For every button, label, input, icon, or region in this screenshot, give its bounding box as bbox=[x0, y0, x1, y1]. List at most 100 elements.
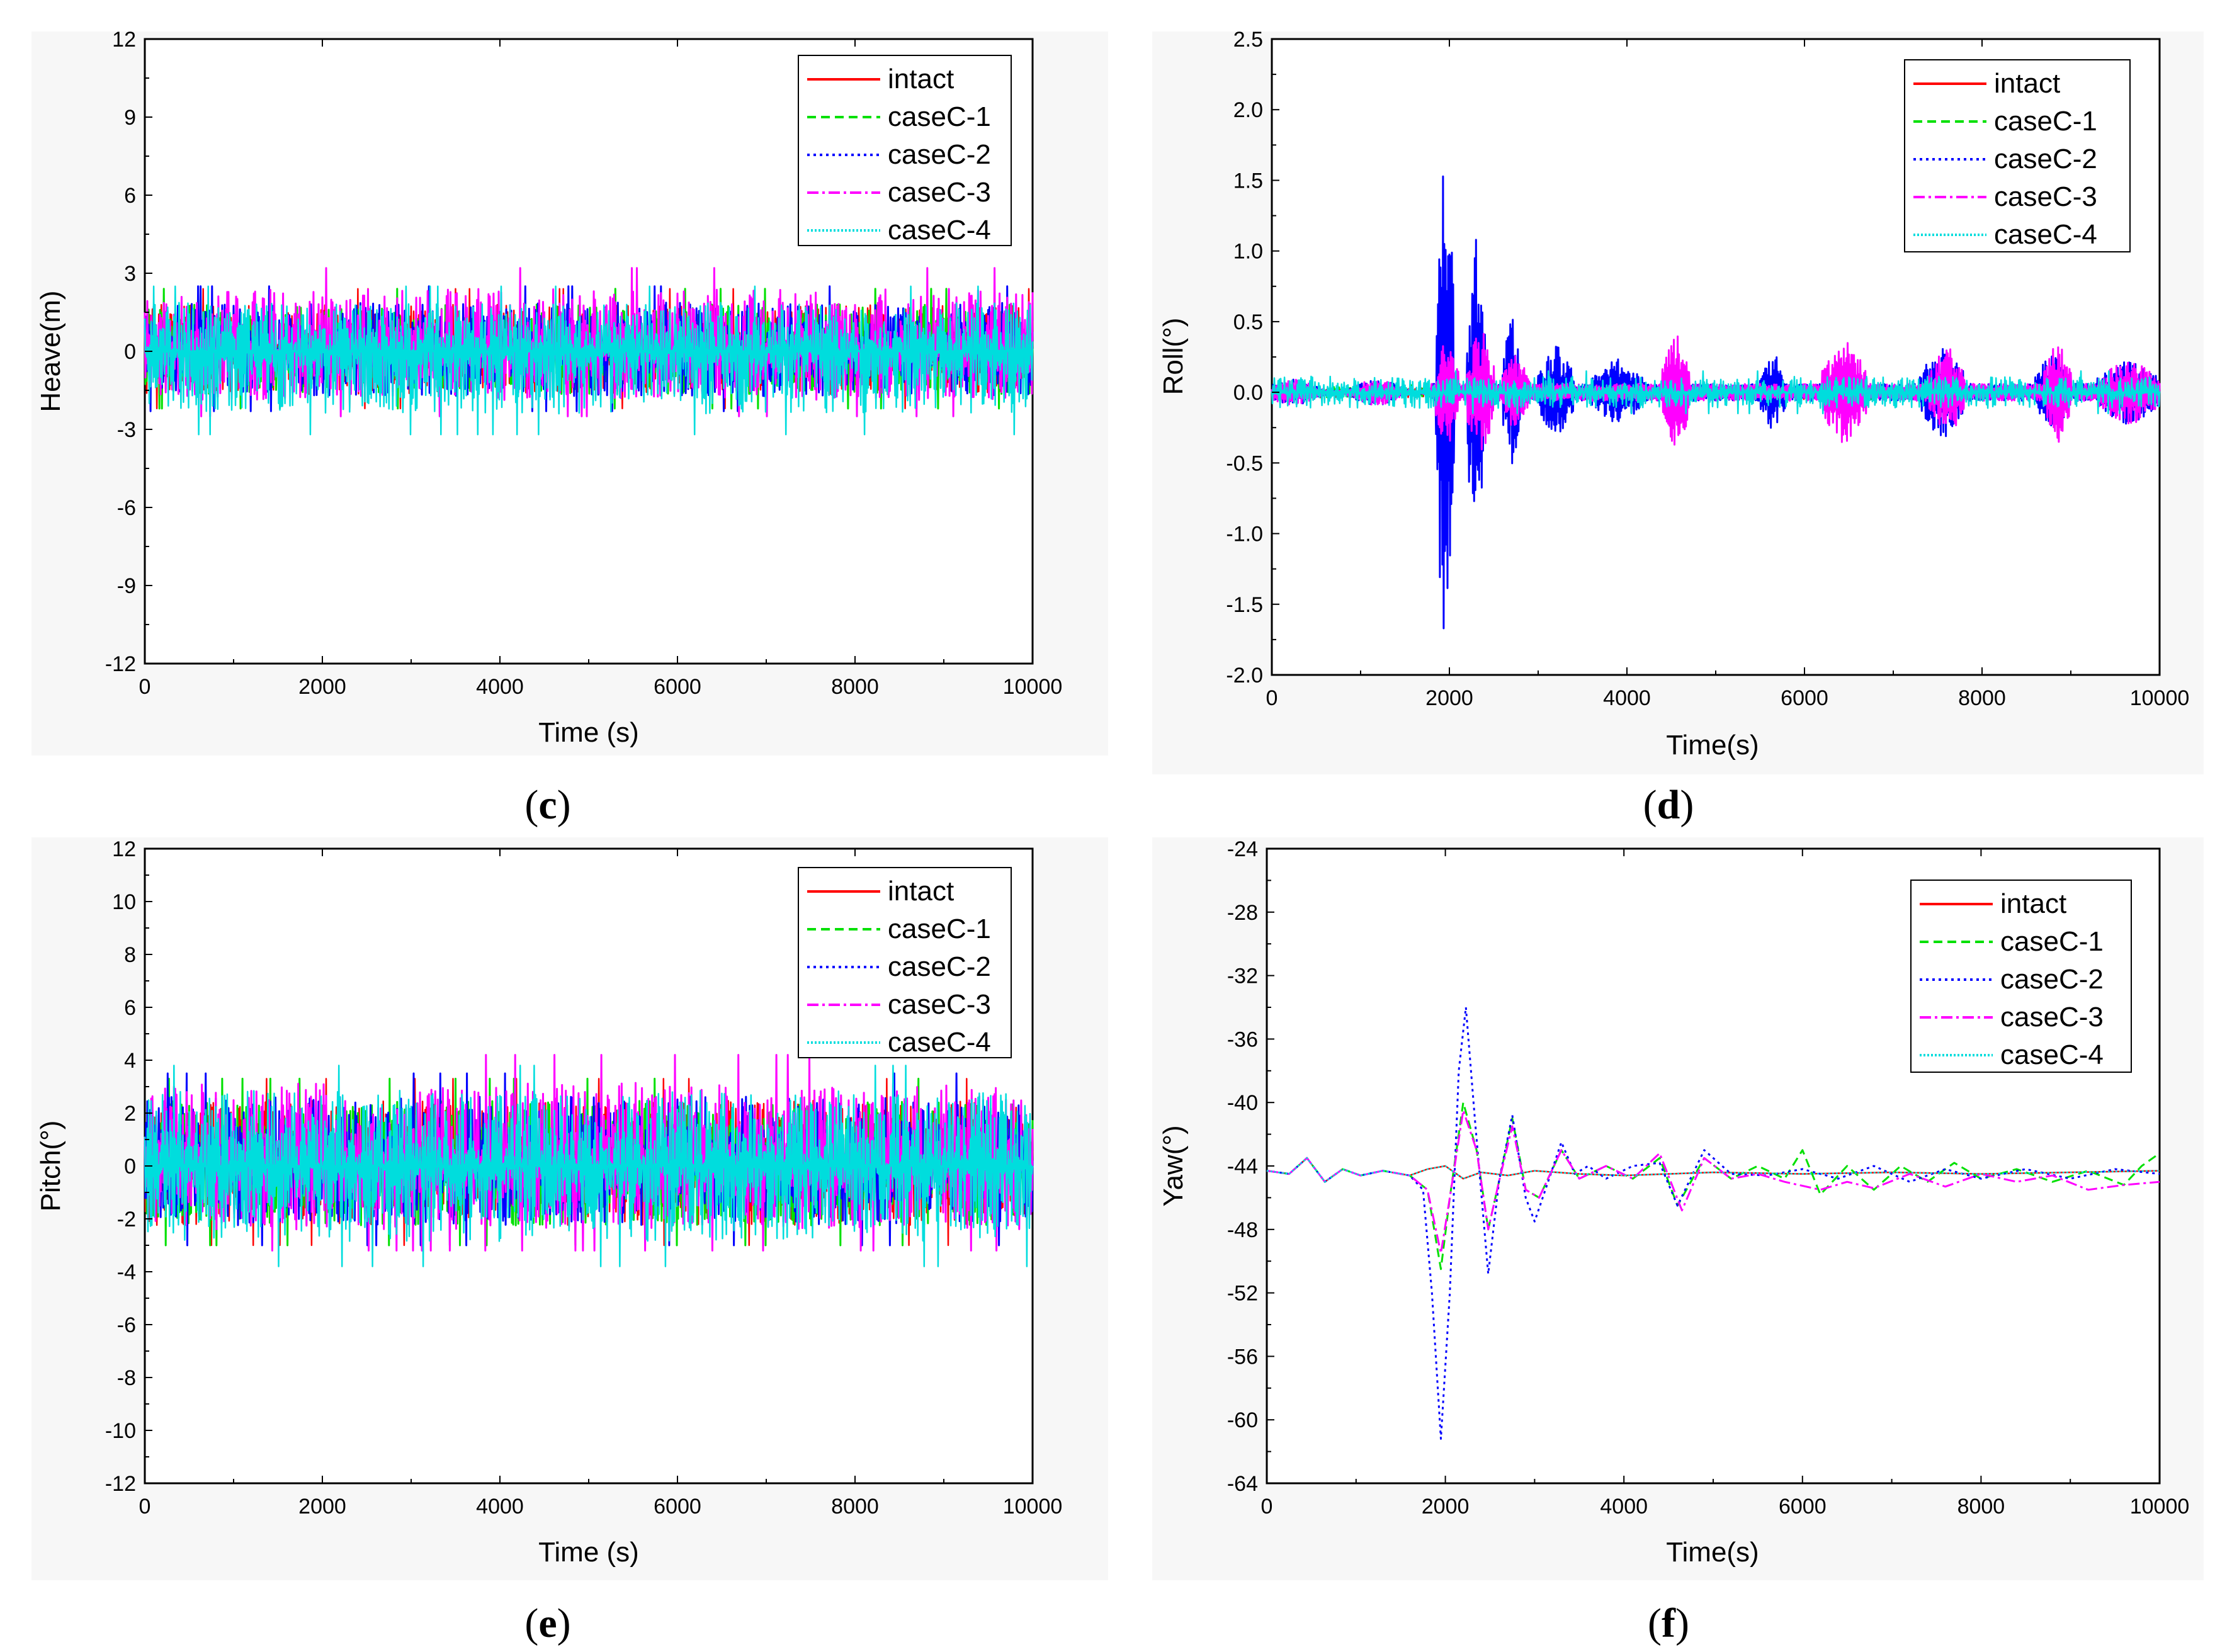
chart-roll: 0 2000 4000 6000 8000 10000 -2.0 -1.5 -1.0 -0.5 0.… bbox=[1152, 28, 2204, 828]
x-tick-label: 6000 bbox=[1779, 1495, 1827, 1519]
panel-letter: d bbox=[1657, 782, 1680, 828]
x-tick-label: 10000 bbox=[1003, 1495, 1063, 1519]
x-tick-label: 8000 bbox=[1958, 686, 2006, 710]
y-axis-label: Roll(°) bbox=[1158, 318, 1189, 395]
y-tick-label: -2.0 bbox=[1226, 664, 1263, 687]
chart-pitch: 0 2000 4000 6000 8000 10000 -12 -10 -8 -6 -4 -2 0 2 4 6… bbox=[31, 837, 1108, 1646]
y-tick-label: -40 bbox=[1227, 1091, 1258, 1115]
panel-label: (d) bbox=[1643, 782, 1694, 828]
chart-yaw: 0 2000 4000 6000 8000 10000 -64 -60 -56 -52 -48 -44… bbox=[1152, 837, 2204, 1646]
y-tick-label: -64 bbox=[1227, 1472, 1258, 1496]
legend-label: caseC-4 bbox=[2000, 1039, 2104, 1070]
y-tick-label: 0 bbox=[124, 1155, 136, 1179]
panel-label: (f) bbox=[1648, 1600, 1689, 1646]
legend-label: intact bbox=[888, 876, 954, 907]
panel-letter: f bbox=[1662, 1600, 1676, 1646]
x-tick-label: 2000 bbox=[1425, 686, 1473, 710]
y-tick-label: 0.0 bbox=[1233, 381, 1263, 405]
y-tick-label: -48 bbox=[1227, 1218, 1258, 1242]
x-tick-label: 6000 bbox=[654, 675, 701, 699]
panel-label: (e) bbox=[524, 1600, 570, 1646]
y-tick-label: 6 bbox=[124, 996, 136, 1020]
y-tick-label: -4 bbox=[117, 1260, 136, 1284]
x-tick-label: 0 bbox=[1266, 686, 1278, 710]
y-tick-label: -0.5 bbox=[1226, 451, 1263, 475]
legend-label: caseC-4 bbox=[888, 215, 991, 246]
legend-label: intact bbox=[2000, 888, 2066, 919]
y-tick-label: 1.5 bbox=[1233, 169, 1263, 193]
x-tick-label: 8000 bbox=[831, 1495, 879, 1519]
legend-label: caseC-4 bbox=[1994, 219, 2097, 250]
legend-label: caseC-1 bbox=[888, 101, 991, 132]
x-tick-label: 10000 bbox=[1003, 675, 1063, 699]
x-tick-label: 0 bbox=[139, 675, 151, 699]
y-tick-label: 12 bbox=[112, 837, 136, 861]
legend-label: intact bbox=[1994, 68, 2060, 99]
y-tick-label: -28 bbox=[1227, 901, 1258, 925]
y-tick-label: -6 bbox=[117, 1313, 136, 1337]
legend-label: caseC-1 bbox=[888, 914, 991, 944]
x-tick-label: 4000 bbox=[476, 675, 524, 699]
panel-letter: c bbox=[538, 782, 557, 828]
y-tick-label: 2.0 bbox=[1233, 98, 1263, 122]
y-tick-label: -60 bbox=[1227, 1408, 1258, 1432]
x-axis-label: Time(s) bbox=[1666, 1537, 1759, 1568]
x-tick-label: 6000 bbox=[1781, 686, 1828, 710]
legend-label: caseC-4 bbox=[888, 1027, 991, 1058]
panel-label: (c) bbox=[524, 782, 570, 828]
y-tick-label: 9 bbox=[124, 106, 136, 130]
y-tick-label: -32 bbox=[1227, 965, 1258, 988]
y-tick-label: -1.0 bbox=[1226, 523, 1263, 546]
y-tick-label: -36 bbox=[1227, 1027, 1258, 1051]
panel-letter: e bbox=[538, 1600, 557, 1646]
legend-label: caseC-2 bbox=[2000, 964, 2104, 995]
y-tick-label: 6 bbox=[124, 184, 136, 208]
y-tick-label: -9 bbox=[117, 574, 136, 598]
x-tick-label: 10000 bbox=[2130, 686, 2190, 710]
y-axis-label: Heave(m) bbox=[35, 290, 66, 412]
legend-label: intact bbox=[888, 64, 954, 94]
legend-label: caseC-1 bbox=[2000, 926, 2104, 957]
y-tick-label: 1.0 bbox=[1233, 240, 1263, 264]
series-line-caseC-4 bbox=[144, 285, 1034, 436]
y-tick-label: -52 bbox=[1227, 1282, 1258, 1306]
x-tick-label: 0 bbox=[1261, 1495, 1273, 1519]
y-tick-label: -12 bbox=[105, 652, 136, 676]
x-tick-label: 10000 bbox=[2130, 1495, 2190, 1519]
y-axis-label: Pitch(°) bbox=[35, 1121, 66, 1212]
x-tick-label: 4000 bbox=[1603, 686, 1651, 710]
series-line-caseC-4 bbox=[144, 1065, 1034, 1267]
x-axis-label: Time (s) bbox=[538, 1537, 639, 1568]
x-tick-label: 6000 bbox=[654, 1495, 701, 1519]
y-tick-label: 2 bbox=[124, 1102, 136, 1126]
series-line-caseC-4 bbox=[1266, 1157, 2160, 1183]
y-tick-label: -6 bbox=[117, 496, 136, 520]
x-tick-label: 2000 bbox=[298, 1495, 346, 1519]
x-tick-label: 4000 bbox=[476, 1495, 524, 1519]
x-tick-label: 0 bbox=[139, 1495, 151, 1519]
series-line-caseC-4 bbox=[1271, 370, 2161, 415]
legend-label: caseC-1 bbox=[1994, 106, 2097, 137]
legend-label: caseC-3 bbox=[888, 989, 991, 1020]
x-tick-label: 8000 bbox=[1957, 1495, 2005, 1519]
legend-label: caseC-2 bbox=[1994, 144, 2097, 174]
y-tick-label: 2.5 bbox=[1233, 28, 1263, 52]
y-tick-label: -12 bbox=[105, 1472, 136, 1496]
legend-label: caseC-3 bbox=[2000, 1002, 2104, 1032]
y-tick-label: -3 bbox=[117, 418, 136, 442]
y-tick-label: 12 bbox=[112, 28, 136, 52]
y-axis-label: Yaw(°) bbox=[1158, 1125, 1189, 1206]
y-tick-label: 3 bbox=[124, 262, 136, 286]
legend-label: caseC-3 bbox=[1994, 181, 2097, 212]
y-tick-label: 0.5 bbox=[1233, 310, 1263, 334]
y-tick-label: -8 bbox=[117, 1366, 136, 1390]
y-tick-label: -44 bbox=[1227, 1155, 1258, 1179]
legend-label: caseC-3 bbox=[888, 177, 991, 208]
legend-label: caseC-2 bbox=[888, 951, 991, 982]
x-tick-label: 8000 bbox=[831, 675, 879, 699]
y-tick-label: -10 bbox=[105, 1419, 136, 1443]
legend-label: caseC-2 bbox=[888, 139, 991, 170]
x-tick-label: 2000 bbox=[1422, 1495, 1470, 1519]
y-tick-label: 0 bbox=[124, 340, 136, 364]
